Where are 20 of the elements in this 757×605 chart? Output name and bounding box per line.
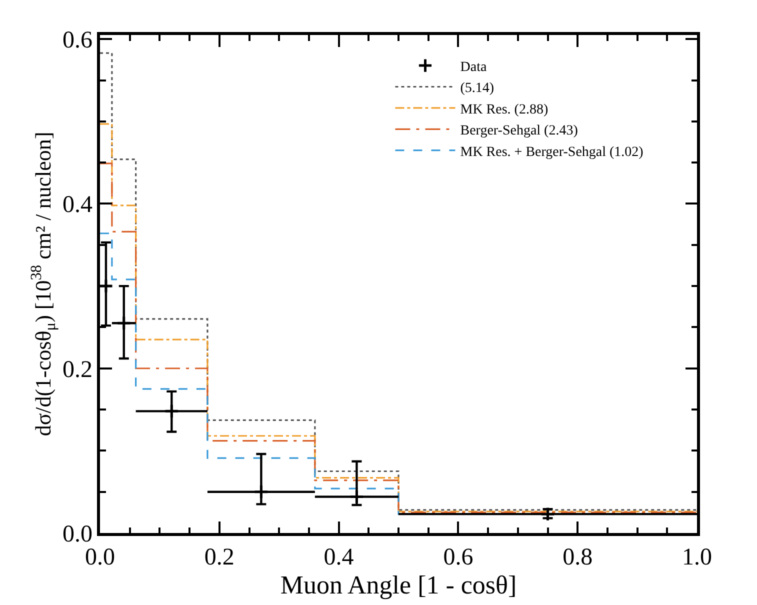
point	[254, 484, 269, 500]
x-tick-label: 0.6	[443, 544, 474, 571]
y-tick-label: 0.6	[62, 28, 92, 54]
x-tick-label: 0.2	[204, 544, 234, 571]
x-tick-label: 1.0	[682, 544, 712, 571]
x-tick-label: 0.0	[85, 544, 115, 571]
point	[116, 316, 132, 331]
y-tick-label: 0.0	[62, 521, 92, 548]
point	[164, 404, 180, 419]
legend-label: MK Res. + Berger-Sehgal (1.02)	[460, 144, 644, 160]
x-tick-label: 0.8	[562, 544, 593, 571]
legend-label: MK Res. (2.88)	[460, 102, 548, 118]
legend-label: (5.14)	[460, 81, 494, 96]
y-tick-label: 0.4	[62, 192, 92, 218]
x-axis-title: Muon Angle [1 - cosθ]	[280, 570, 517, 600]
legend-label: Data	[460, 60, 488, 75]
y-tick-label: 0.2	[62, 356, 92, 383]
x-tick-label: 0.4	[324, 544, 354, 571]
legend-label: Berger-Sehgal (2.43)	[460, 124, 578, 139]
point	[349, 489, 364, 504]
